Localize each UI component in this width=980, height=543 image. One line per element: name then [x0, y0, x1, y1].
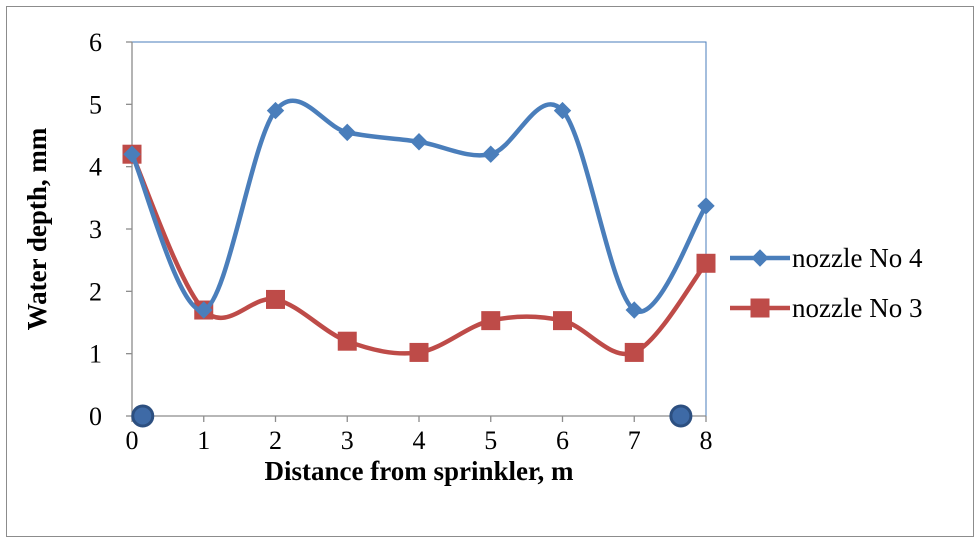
- y-tick-label: 2: [89, 277, 102, 306]
- x-tick-label: 8: [700, 426, 713, 455]
- x-tick-label: 3: [341, 426, 354, 455]
- x-tick-label: 5: [484, 426, 497, 455]
- x-tick-label: 1: [197, 426, 210, 455]
- data-point-diamond: [123, 145, 141, 163]
- x-tick-label: 0: [126, 426, 139, 455]
- data-point-square: [266, 289, 285, 309]
- x-axis-title: Distance from sprinkler, m: [265, 456, 574, 486]
- data-point-square: [624, 342, 644, 362]
- data-point-diamond: [482, 145, 500, 163]
- data-point-square: [553, 311, 572, 331]
- data-point-diamond: [338, 123, 356, 142]
- data-point-square: [337, 331, 357, 351]
- legend-marker-square: [750, 298, 770, 318]
- y-tick-label: 5: [89, 90, 102, 119]
- x-tick-label: 2: [269, 426, 282, 455]
- y-axis-title: Water depth, mm: [22, 127, 52, 330]
- data-point-square: [409, 342, 429, 362]
- legend-label: nozzle No 4: [792, 243, 923, 273]
- y-tick-label: 6: [89, 28, 102, 57]
- axis-circle-marker: [131, 404, 155, 428]
- y-tick-label: 3: [89, 215, 102, 244]
- legend-label: nozzle No 3: [792, 293, 922, 323]
- legend-marker-diamond: [751, 249, 769, 267]
- y-tick-label: 1: [89, 340, 102, 369]
- data-point-diamond: [195, 301, 213, 319]
- x-tick-label: 7: [628, 426, 641, 455]
- data-point-diamond: [553, 101, 572, 120]
- data-point-diamond: [266, 101, 285, 120]
- data-point-square: [481, 311, 501, 331]
- axis-circle-marker: [669, 404, 693, 428]
- x-tick-label: 6: [556, 426, 569, 455]
- series-line-nozzle-no-3: [129, 151, 709, 357]
- data-point-diamond: [697, 197, 715, 215]
- y-tick-label: 0: [89, 402, 102, 431]
- y-tick-label: 4: [89, 153, 102, 182]
- data-point-diamond: [625, 301, 643, 319]
- series-line-nozzle-no-4: [129, 98, 709, 314]
- x-tick-label: 4: [413, 426, 426, 455]
- data-point-diamond: [410, 133, 428, 151]
- chart-frame: [6, 6, 974, 537]
- data-point-square: [696, 253, 716, 273]
